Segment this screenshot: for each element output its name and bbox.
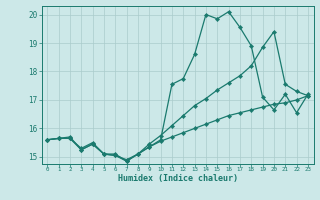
X-axis label: Humidex (Indice chaleur): Humidex (Indice chaleur): [118, 174, 237, 183]
